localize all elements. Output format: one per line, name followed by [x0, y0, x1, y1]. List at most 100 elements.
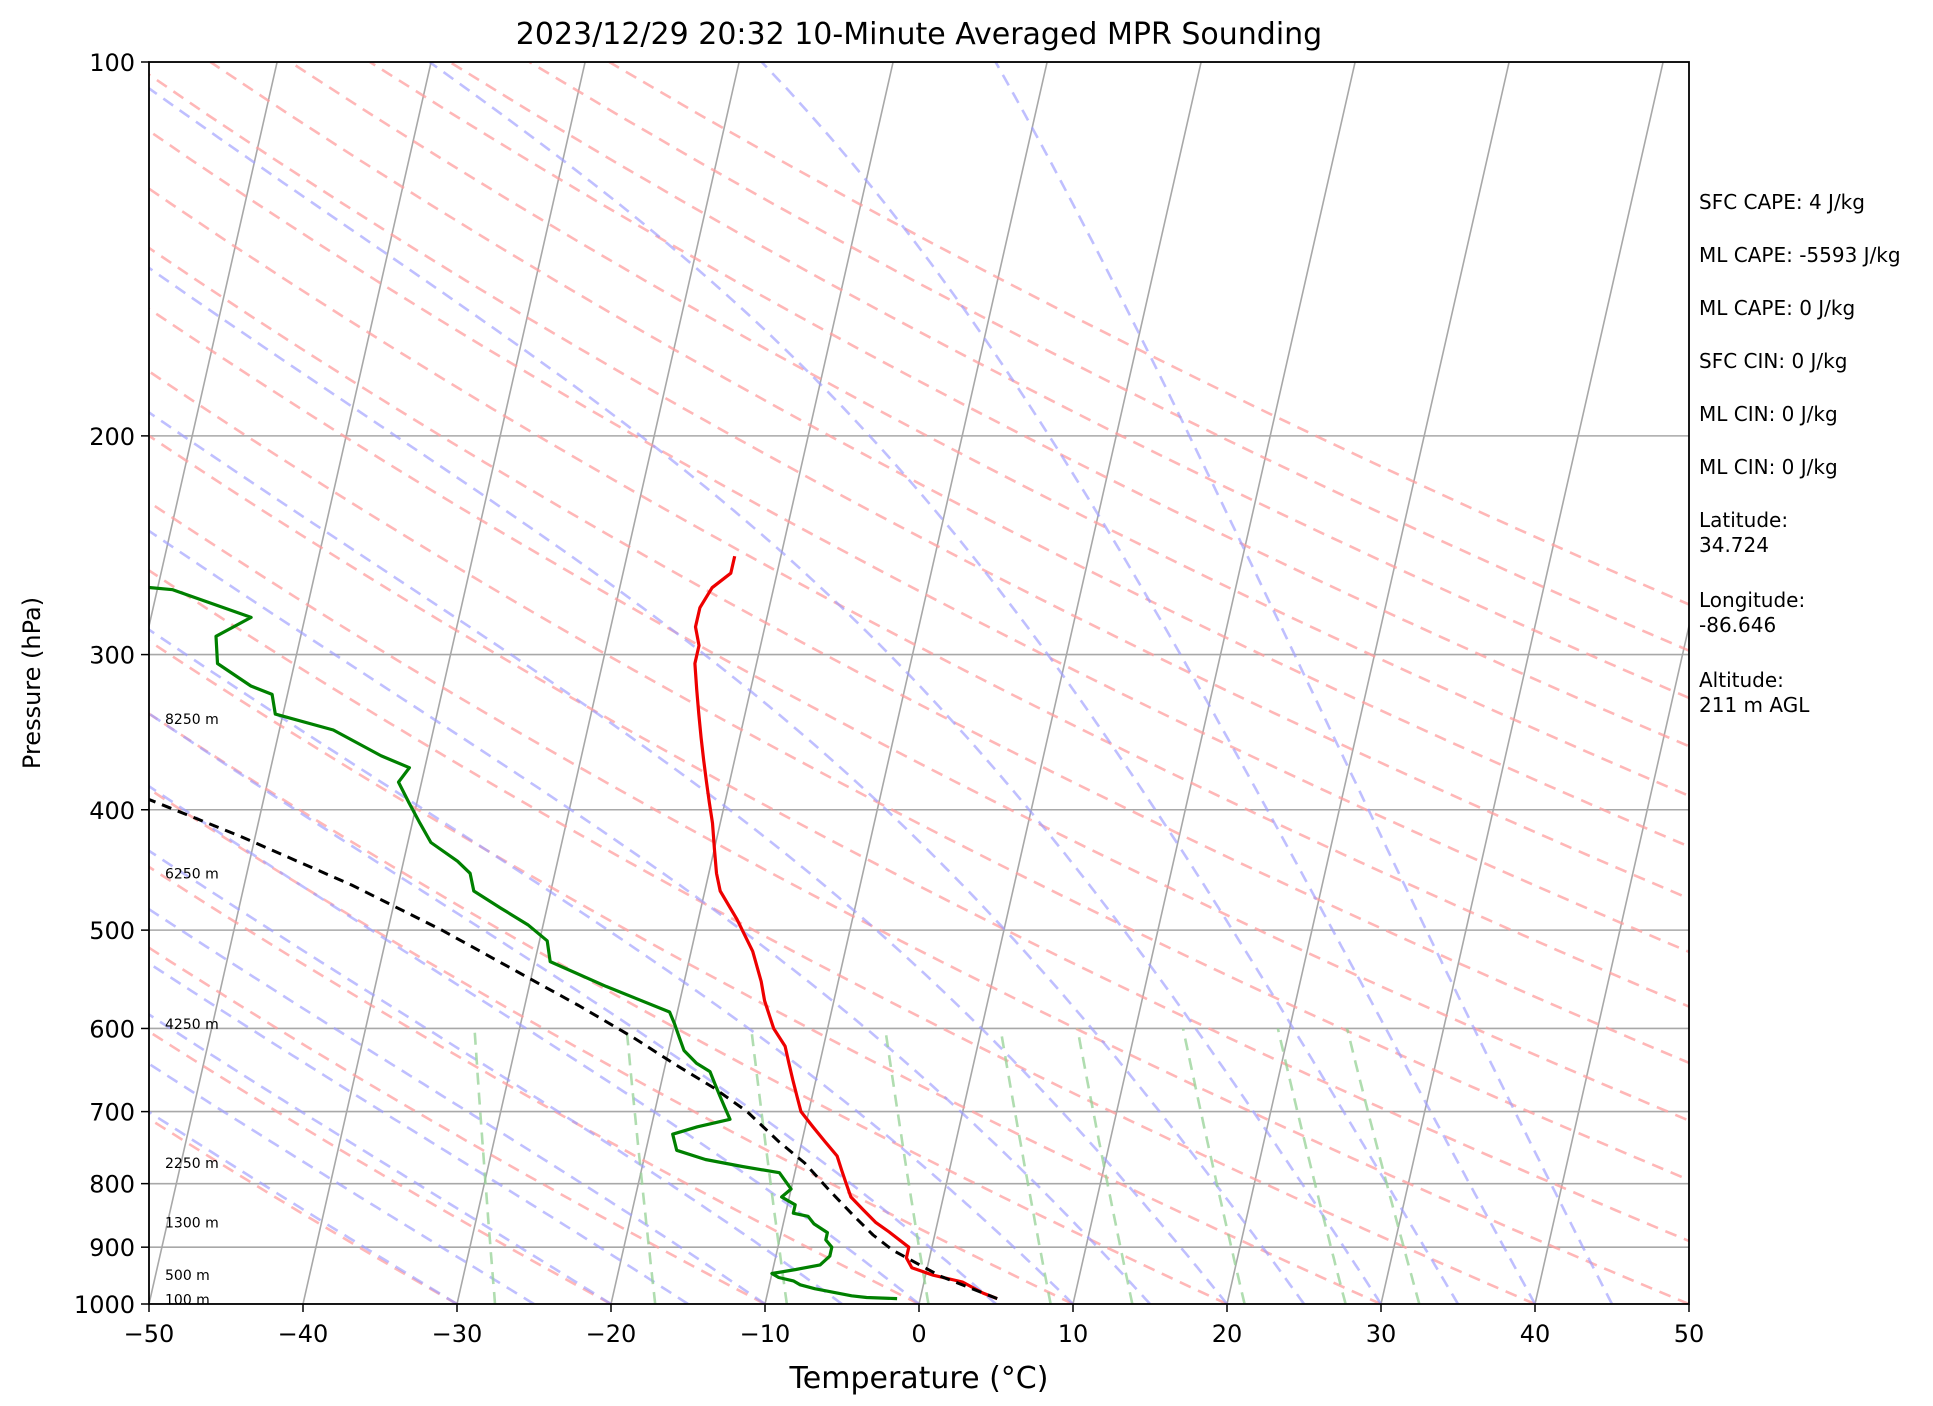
- dry-adiabat: [608, 62, 1689, 606]
- height-labels: 100 m 500 m 1300 m 2250 m 4250 m 6250 m 8250 m: [165, 712, 219, 1309]
- dry-adiabat: [369, 62, 1689, 748]
- moist-adiabat: [428, 62, 1460, 1304]
- dry-adiabat: [149, 307, 1689, 1122]
- x-axis-label: Temperature (°C): [789, 1361, 1049, 1396]
- dry-adiabat: [149, 787, 1074, 1304]
- dry-adiabat: [209, 62, 1689, 848]
- isotherm-gridline: [1072, 62, 1356, 1304]
- height-label: 4250 m: [165, 1017, 219, 1033]
- moist-adiabat: [149, 529, 1151, 1304]
- mixing-ratio-line: [999, 1028, 1052, 1304]
- x-tick-label: 0: [911, 1320, 926, 1348]
- dry-adiabat: [149, 73, 1689, 900]
- stat-sfc-cape: SFC CAPE: 4 J/kg: [1699, 190, 1865, 214]
- height-label: 8250 m: [165, 712, 219, 728]
- mixing-ratio-line: [1181, 1028, 1246, 1304]
- stat-sfc-cin: SFC CIN: 0 J/kg: [1699, 349, 1848, 373]
- sounding-lines: [149, 555, 998, 1301]
- dry-adiabat: [449, 62, 1689, 700]
- x-tick-label: 10: [1058, 1320, 1089, 1348]
- moist-adiabat: [149, 784, 920, 1304]
- mixing-ratio-line: [1276, 1028, 1347, 1304]
- isotherm-gridline: [610, 62, 894, 1304]
- dewpoint-profile-line: [149, 585, 898, 1301]
- moist-adiabat: [149, 628, 1074, 1304]
- moist-adiabat: [149, 849, 843, 1304]
- stat-longitude: Longitude: -86.646: [1699, 588, 1806, 637]
- moist-adiabat: [760, 62, 1537, 1304]
- x-tick-label: 20: [1212, 1320, 1243, 1348]
- x-tick-label: 40: [1520, 1320, 1551, 1348]
- x-tick-label: −40: [278, 1320, 329, 1348]
- y-tick-label: 100: [89, 49, 135, 77]
- stat-ml-cape-2: ML CAPE: 0 J/kg: [1699, 296, 1856, 320]
- x-tick-label: −20: [586, 1320, 637, 1348]
- stat-latitude: Latitude: 34.724: [1699, 508, 1789, 557]
- moist-adiabat: [149, 712, 997, 1304]
- isotherm-gridline: [918, 62, 1202, 1304]
- background-lines: [149, 62, 1689, 1304]
- dry-adiabat: [149, 129, 1689, 954]
- moist-adiabat: [149, 1110, 458, 1304]
- y-axis-label: Pressure (hPa): [18, 597, 46, 769]
- moist-adiabat: [149, 961, 689, 1304]
- axes: −50 −40 −30 −20 −10 0 10 20 30 40 50 1000 900 800 700 6…: [74, 49, 1704, 1348]
- x-tick-label: 50: [1674, 1320, 1705, 1348]
- dry-adiabat: [149, 500, 1689, 1304]
- isotherm-gridline: [1380, 62, 1664, 1304]
- isotherm-gridline: [1534, 622, 1689, 1304]
- height-label: 6250 m: [165, 866, 219, 882]
- dry-adiabat: [149, 639, 1382, 1304]
- stat-ml-cape: ML CAPE: -5593 J/kg: [1699, 243, 1901, 267]
- x-tick-label: 30: [1366, 1320, 1397, 1348]
- y-tick-label: 1000: [74, 1291, 135, 1319]
- height-label: 2250 m: [165, 1156, 219, 1172]
- stat-ml-cin-2: ML CIN: 0 J/kg: [1699, 455, 1838, 479]
- x-tick-label: −50: [124, 1320, 175, 1348]
- moist-adiabat: [149, 1012, 612, 1304]
- isotherm-gridline: [149, 62, 432, 1304]
- stat-altitude: Altitude: 211 m AGL: [1699, 668, 1810, 717]
- isotherm-gridline: [456, 62, 740, 1304]
- mixing-ratio-line: [473, 1028, 497, 1304]
- height-label: 500 m: [165, 1268, 210, 1284]
- isotherm-gridline: [764, 62, 1048, 1304]
- parcel-profile-line: [149, 797, 998, 1300]
- y-tick-label: 600: [89, 1015, 135, 1043]
- dry-adiabat: [149, 946, 766, 1304]
- mixing-ratio-line: [1076, 1028, 1134, 1304]
- moist-adiabat: [149, 86, 1383, 1304]
- moist-adiabat: [149, 266, 1306, 1304]
- height-label: 1300 m: [165, 1216, 219, 1232]
- mixing-ratio-line: [750, 1028, 789, 1304]
- mixing-ratio-line: [1345, 1028, 1421, 1304]
- y-tick-label: 800: [89, 1171, 135, 1199]
- dry-adiabat: [149, 187, 1689, 1009]
- dry-adiabat: [149, 434, 1689, 1243]
- mixing-ratio-line: [625, 1028, 657, 1304]
- moist-adiabat: [994, 62, 1614, 1304]
- dry-adiabat: [149, 712, 1228, 1304]
- moist-adiabat: [149, 1062, 535, 1304]
- temperature-profile-line: [693, 555, 998, 1301]
- isotherm-gridline: [1226, 62, 1510, 1304]
- isotherm-gridline: [302, 62, 586, 1304]
- x-tick-label: −10: [740, 1320, 791, 1348]
- chart-title: 2023/12/29 20:32 10-Minute Averaged MPR …: [516, 17, 1322, 52]
- y-tick-label: 500: [89, 917, 135, 945]
- dry-adiabat: [149, 246, 1689, 1065]
- dry-adiabat: [149, 865, 920, 1304]
- y-tick-label: 200: [89, 423, 135, 451]
- mixing-ratio-line: [883, 1028, 930, 1304]
- y-tick-label: 700: [89, 1099, 135, 1127]
- dry-adiabat: [289, 62, 1689, 798]
- x-tick-label: −30: [432, 1320, 483, 1348]
- height-label: 100 m: [165, 1293, 210, 1309]
- stat-ml-cin: ML CIN: 0 J/kg: [1699, 402, 1838, 426]
- dry-adiabat: [149, 369, 1689, 1182]
- y-tick-label: 300: [89, 642, 135, 670]
- isotherm-gridline: [149, 62, 278, 630]
- y-tick-label: 900: [89, 1234, 135, 1262]
- sounding-stats-panel: SFC CAPE: 4 J/kg ML CAPE: -5593 J/kg ML …: [1699, 190, 1929, 718]
